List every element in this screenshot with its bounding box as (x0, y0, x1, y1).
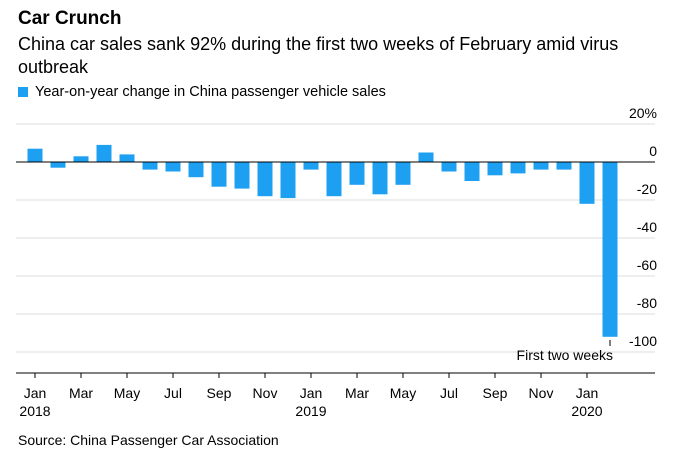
y-tick-label: -40 (637, 219, 657, 235)
bar (395, 162, 411, 185)
x-tick-year-label: 2018 (19, 403, 50, 419)
bar (234, 162, 250, 189)
bar (579, 162, 595, 204)
bar (303, 162, 319, 170)
bar (73, 156, 89, 162)
annotation-label: First two weeks (517, 347, 613, 363)
bar (211, 162, 227, 187)
bar (326, 162, 342, 197)
bar (96, 144, 112, 162)
x-tick-label: Sep (207, 385, 232, 401)
legend-swatch (18, 87, 28, 97)
bar (533, 162, 549, 170)
source-note: Source: China Passenger Car Association (18, 432, 279, 448)
bar (441, 162, 457, 172)
bar (142, 162, 158, 170)
bar (188, 162, 204, 178)
bar (27, 148, 43, 162)
x-tick-year-label: 2020 (571, 403, 602, 419)
bar (602, 162, 618, 337)
x-tick-label: Mar (69, 385, 93, 401)
x-tick-label: Sep (483, 385, 508, 401)
x-tick-label: Nov (529, 385, 554, 401)
bar (556, 162, 572, 170)
x-tick-year-label: 2019 (295, 403, 326, 419)
chart-subtitle: China car sales sank 92% during the firs… (18, 34, 619, 77)
y-tick-label: 0 (649, 143, 657, 159)
bar (257, 162, 273, 197)
bar (464, 162, 480, 181)
bar (50, 162, 66, 168)
x-tick-label: Jan (300, 385, 323, 401)
x-tick-label: Mar (345, 385, 369, 401)
y-tick-label: -20 (637, 181, 657, 197)
chart-title: Car Crunch (18, 8, 122, 29)
bar (487, 162, 503, 176)
bar (372, 162, 388, 195)
legend: Year-on-year change in China passenger v… (18, 84, 386, 100)
x-tick-label: Jan (24, 385, 47, 401)
x-tick-label: Nov (253, 385, 278, 401)
x-tick-label: Jul (164, 385, 182, 401)
y-tick-label: -60 (637, 257, 657, 273)
y-tick-label: -100 (629, 333, 657, 349)
x-tick-label: May (390, 385, 416, 401)
bar (418, 152, 434, 162)
y-tick-label: -80 (637, 295, 657, 311)
bar (510, 162, 526, 174)
y-tick-label: 20% (629, 105, 657, 121)
bar (119, 154, 135, 162)
x-tick-label: May (114, 385, 140, 401)
bar (165, 162, 181, 172)
x-tick-label: Jul (440, 385, 458, 401)
x-tick-label: Jan (576, 385, 599, 401)
bar (349, 162, 365, 185)
legend-label: Year-on-year change in China passenger v… (35, 84, 386, 100)
bar (280, 162, 296, 199)
